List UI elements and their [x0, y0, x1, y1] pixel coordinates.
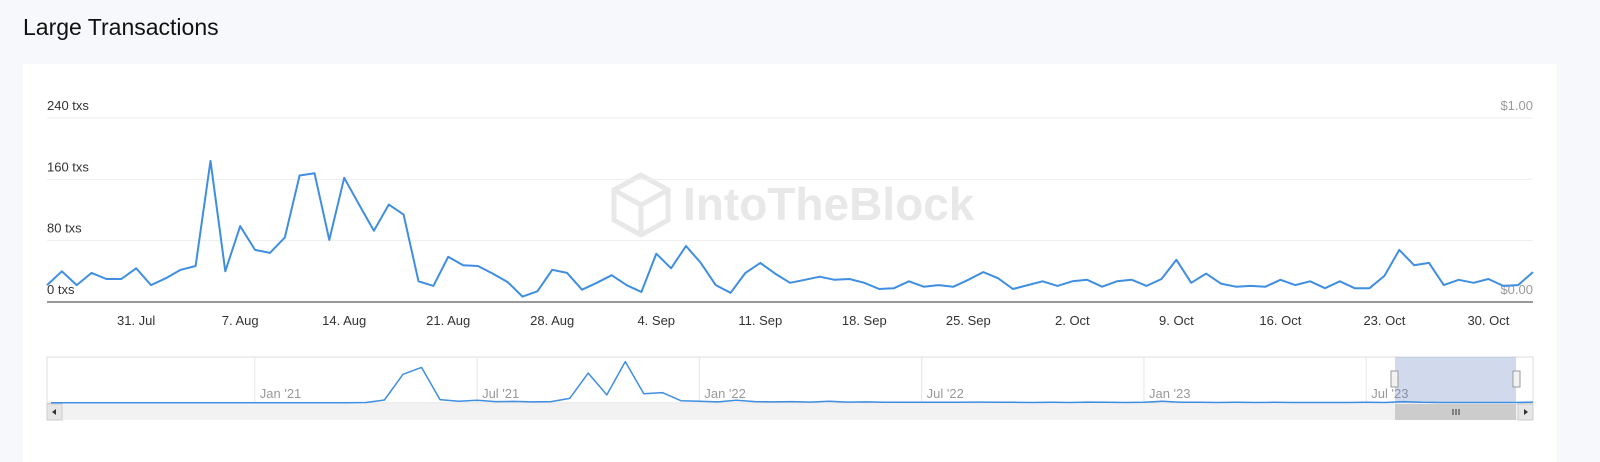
x-tick-label: 4. Sep — [637, 313, 675, 328]
navigator-label: Jan '23 — [1149, 386, 1191, 401]
x-tick-label: 14. Aug — [322, 313, 366, 328]
range-handle[interactable] — [1390, 370, 1399, 388]
x-tick-label: 30. Oct — [1467, 313, 1509, 328]
y2-tick-label: $1.00 — [1500, 98, 1533, 113]
navigator-label: Jan '22 — [704, 386, 746, 401]
x-tick-label: 11. Sep — [738, 313, 782, 328]
arrow — [52, 409, 56, 415]
data-line — [51, 360, 1534, 404]
scrollbar-track — [47, 404, 1533, 420]
navigator-frame — [46, 356, 1534, 404]
data-line — [46, 159, 1534, 298]
page-title: Large Transactions — [23, 14, 219, 40]
navigator-label: Jul '22 — [927, 386, 964, 401]
y-tick-label: 160 txs — [47, 159, 89, 174]
x-tick-label: 28. Aug — [530, 313, 574, 328]
navigator-label: Jan '21 — [260, 386, 302, 401]
x-tick-label: 16. Oct — [1259, 313, 1301, 328]
y-tick-label: 80 txs — [47, 221, 82, 236]
x-tick-label: 2. Oct — [1055, 313, 1090, 328]
x-tick-label: 31. Jul — [117, 313, 155, 328]
x-tick-label: 9. Oct — [1159, 313, 1194, 328]
navigator-label: Jul '21 — [482, 386, 519, 401]
watermark: IntoTheBlock — [683, 178, 975, 230]
x-tick-label: 18. Sep — [842, 313, 887, 328]
thumb-grip — [1452, 409, 1460, 415]
range-handle[interactable] — [1512, 370, 1521, 388]
watermark-icon — [611, 172, 671, 238]
x-tick-label: 23. Oct — [1363, 313, 1405, 328]
y-tick-label: 0 txs — [47, 282, 75, 297]
x-tick-label: 7. Aug — [222, 313, 259, 328]
x-tick-label: 25. Sep — [946, 313, 991, 328]
navigator-label: Jul '23 — [1371, 386, 1408, 401]
range-selection[interactable] — [1395, 357, 1516, 403]
y-tick-label: 240 txs — [47, 98, 89, 113]
x-tick-label: 21. Aug — [426, 313, 470, 328]
arrow — [1524, 409, 1528, 415]
